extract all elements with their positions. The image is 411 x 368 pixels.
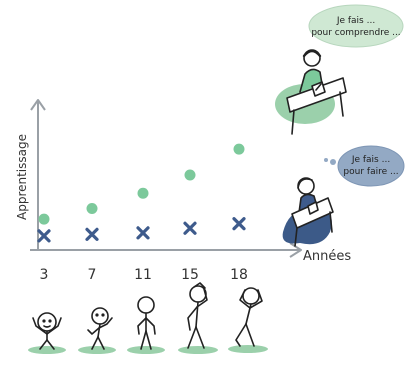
series-2-point-15 [183,221,197,235]
bubble-faire-line2: pour faire ... [343,167,398,177]
speech-bubble-comprendre: Je fais ... pour comprendre ... [307,4,404,64]
y-axis [30,99,46,250]
figure-age-3 [28,312,66,354]
figure-age-7 [78,307,116,354]
series-1-point-7 [86,202,98,214]
series-2-point-3 [37,229,51,243]
figure-age-11 [127,296,165,354]
person-at-desk-comprendre [275,49,347,135]
x-tick-label-7: 7 [88,267,97,283]
series-2-point-11 [136,226,150,240]
x-axis-label: Années [303,249,351,264]
figure-age-18 [228,287,268,353]
x-tick-label-11: 11 [134,267,152,283]
x-tick-labels: 3 7 11 15 18 [40,267,248,283]
series-2-point-7 [85,227,99,241]
figure-age-15 [178,282,218,354]
series-1-point-18 [233,143,245,155]
bubble-comprendre-line2: pour comprendre ... [311,28,400,38]
chart-marks [37,143,246,243]
speech-bubble-faire: Je fais ... pour faire ... [324,145,405,187]
series-1-point-15 [184,169,196,181]
bubble-faire-line1: Je fais ... [351,155,390,165]
x-tick-label-3: 3 [40,267,49,283]
bubble-comprendre-line1: Je fais ... [336,16,375,26]
x-axis [30,242,302,258]
x-tick-label-15: 15 [181,267,199,283]
x-tick-label-18: 18 [230,267,248,283]
series-1-point-3 [38,213,50,225]
series-1-point-11 [137,187,149,199]
series-2-point-18 [232,217,246,231]
person-at-desk-faire [282,177,334,247]
y-axis-label: Apprentissage [15,134,29,220]
